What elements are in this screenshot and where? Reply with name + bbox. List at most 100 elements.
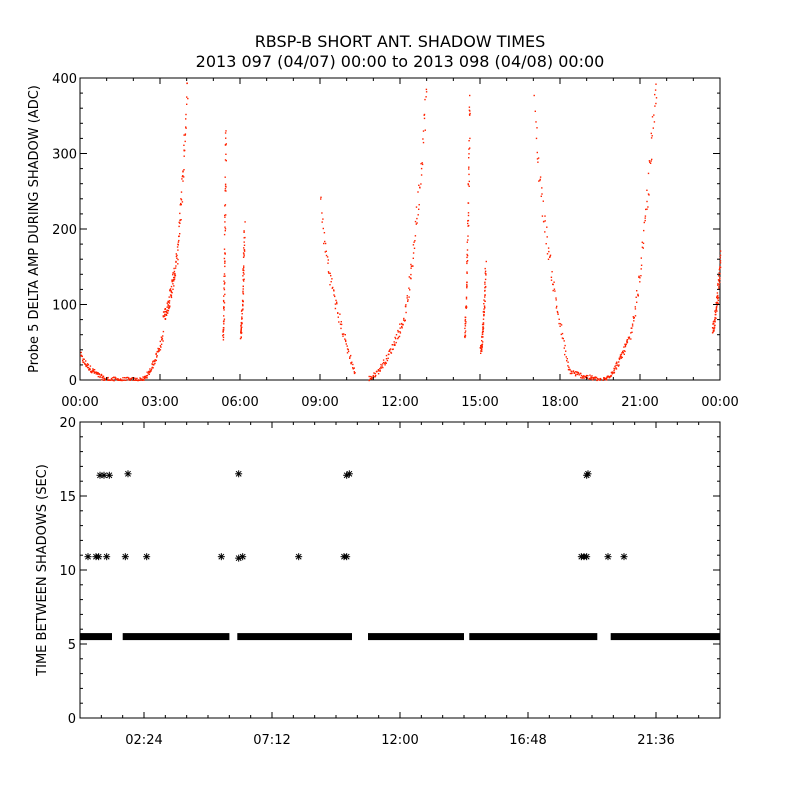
top-data-point [485, 260, 487, 263]
top-data-point [172, 279, 175, 281]
top-data-point [716, 296, 718, 299]
top-data-point [596, 379, 598, 382]
bottom-panel: 02:24 07:12 12:00 16:48 21:36 0 5 10 15 20 TIME B… [35, 416, 721, 748]
top-data-point [244, 236, 246, 239]
top-data-point [327, 271, 330, 273]
top-data-point [172, 288, 174, 290]
asterisk-point [143, 553, 151, 561]
top-data-point [618, 364, 620, 366]
top-data-point [174, 274, 177, 277]
top-data-point [110, 377, 113, 380]
top-data-point [425, 88, 428, 91]
top-data-point [587, 375, 589, 377]
top-data-point [177, 258, 179, 261]
top-data-point [716, 304, 718, 306]
bottom-y-tick-label: 5 [68, 638, 76, 653]
top-data-point [176, 246, 179, 248]
top-data-point [243, 273, 245, 275]
top-data-point [395, 337, 397, 340]
top-data-point [469, 137, 471, 140]
top-data-point [126, 376, 128, 379]
bottom-x-tick-label: 16:48 [509, 733, 546, 748]
top-data-point [180, 191, 183, 193]
top-data-point [549, 255, 551, 258]
top-data-point [649, 162, 652, 164]
top-data-point [240, 332, 242, 335]
top-data-point [330, 281, 332, 283]
top-data-point [645, 208, 647, 211]
top-data-point [594, 376, 597, 378]
top-data-point [90, 370, 92, 373]
top-data-point [112, 379, 114, 382]
top-data-point [350, 363, 352, 365]
top-data-point [485, 273, 487, 275]
top-data-point [621, 356, 623, 359]
top-data-point [175, 265, 177, 267]
top-data-point [424, 98, 426, 101]
top-data-point [626, 341, 629, 343]
top-data-point [158, 350, 160, 352]
top-data-point [596, 377, 599, 380]
top-data-point [241, 309, 243, 311]
top-data-point [410, 263, 412, 266]
top-data-point [467, 239, 469, 241]
top-data-point [719, 277, 721, 279]
top-data-point [714, 310, 716, 312]
top-data-point [484, 267, 486, 270]
top-data-point [152, 367, 154, 369]
top-data-point [167, 301, 169, 303]
top-data-point [467, 183, 469, 185]
top-data-point [422, 141, 425, 144]
top-data-point [465, 305, 467, 307]
top-data-point [375, 374, 377, 377]
top-data-point [173, 267, 175, 270]
top-data-point [468, 185, 470, 187]
top-data-point [465, 307, 467, 309]
top-data-point [108, 379, 110, 381]
top-axes: 00:00 03:00 06:00 09:00 12:00 15:00 18:00 21:00… [52, 72, 739, 410]
top-x-tick-label: 00:00 [701, 395, 738, 410]
top-data-point [541, 187, 543, 189]
top-data-point [555, 307, 558, 309]
top-data-point [388, 350, 391, 352]
top-data-point [552, 283, 554, 286]
top-data-point [653, 121, 656, 123]
top-data-point [641, 241, 643, 243]
top-data-point [549, 254, 552, 256]
top-data-point [183, 176, 185, 178]
bottom-x-tick-label: 12:00 [381, 733, 418, 748]
top-data-point [642, 242, 645, 244]
top-data-point [404, 319, 406, 321]
top-data-point [482, 336, 484, 338]
top-data-point [414, 220, 417, 223]
top-data-point [641, 246, 644, 248]
top-data-point [177, 241, 180, 243]
top-data-point [242, 308, 244, 310]
top-data-point [468, 153, 470, 155]
top-data-point [225, 214, 227, 216]
top-data-point [155, 352, 157, 355]
top-data-point [633, 320, 635, 322]
top-data-point [224, 252, 226, 254]
top-data-point [322, 218, 324, 220]
top-data-point [717, 296, 719, 298]
top-data-point [630, 332, 632, 334]
top-data-point [714, 316, 716, 319]
top-data-point [397, 331, 399, 333]
bottom-y-axis-label: TIME BETWEEN SHADOWS (SEC) [35, 464, 50, 677]
top-data-point [121, 379, 123, 382]
top-data-point [346, 348, 349, 350]
top-data-point [616, 362, 618, 364]
top-data-point [576, 371, 578, 373]
top-data-point [321, 221, 323, 223]
top-data-point [412, 257, 414, 259]
top-data-point [344, 334, 346, 336]
top-data-point [242, 252, 245, 254]
top-data-point [142, 376, 144, 378]
top-data-point [407, 300, 409, 302]
top-data-point [481, 336, 483, 338]
top-data-point [384, 364, 386, 366]
top-data-point [224, 226, 226, 228]
top-data-point [399, 323, 401, 325]
top-data-point [379, 367, 381, 370]
